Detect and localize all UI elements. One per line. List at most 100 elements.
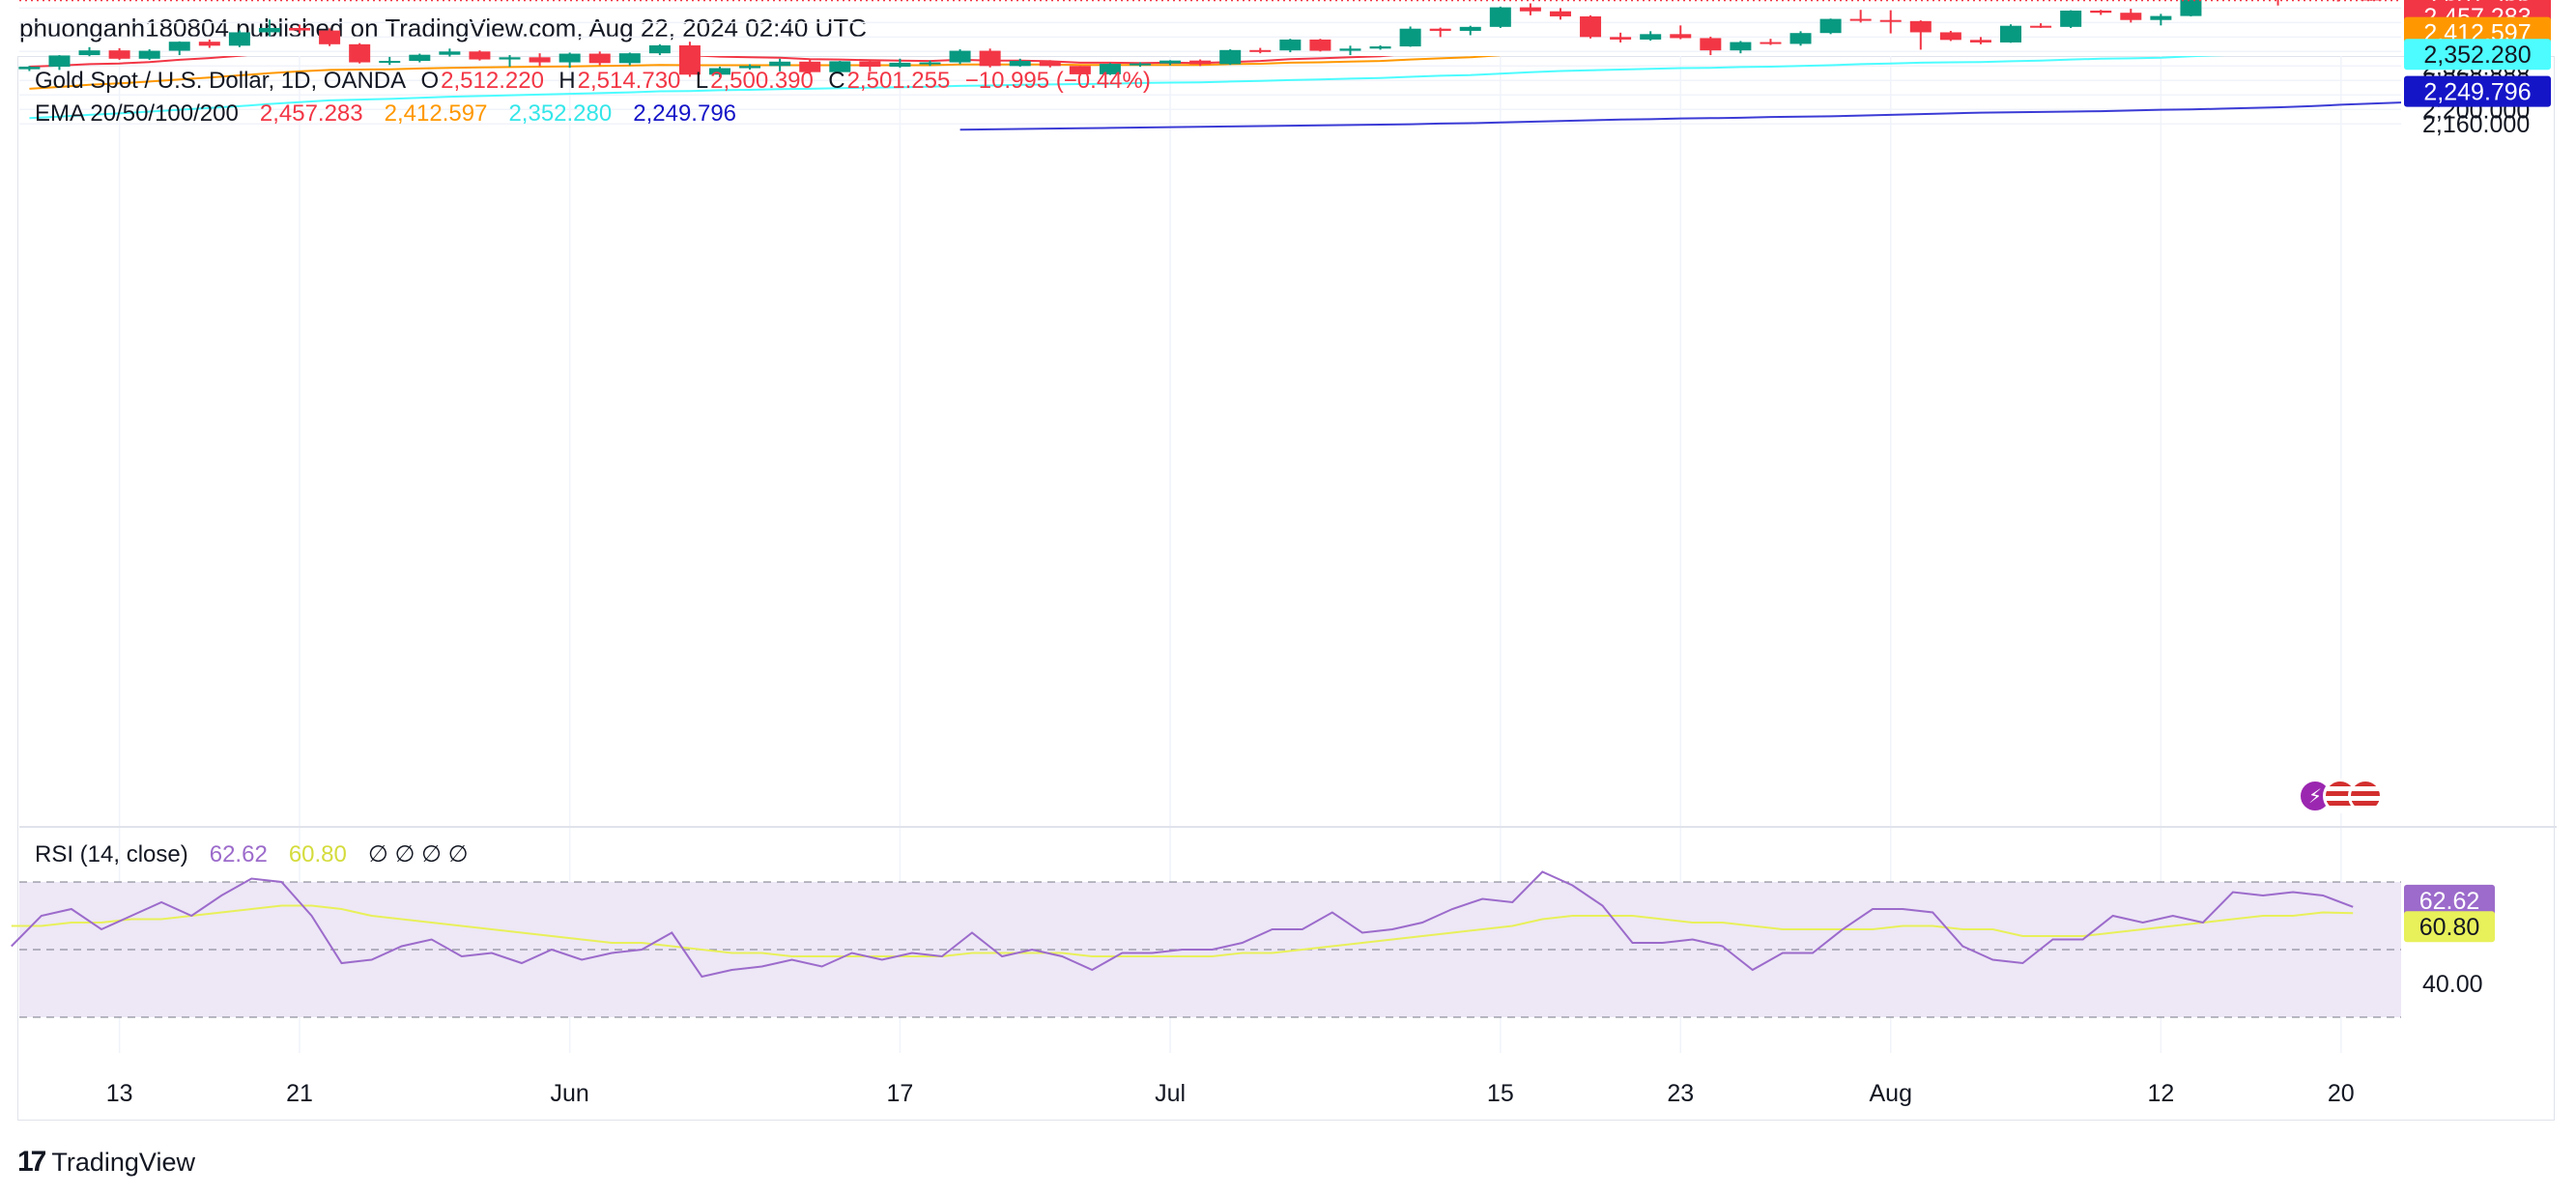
ema100-line: [29, 56, 2225, 120]
time-tick-label: 21: [286, 1080, 313, 1107]
candle-body-up: [829, 61, 851, 72]
candle-body-up: [2150, 15, 2172, 20]
rsi-ma-value-badge-text: 60.80: [2419, 914, 2480, 941]
ema200-badge-text: 2,249.796: [2423, 79, 2531, 106]
candle-body-up: [1219, 49, 1242, 65]
candle-body-up: [1369, 46, 1391, 49]
rsi-legend: RSI (14, close) 62.62 60.80 ∅ ∅ ∅ ∅: [35, 840, 471, 868]
candle-body-up: [2060, 10, 2082, 27]
rsi-value-badge-text: 62.62: [2419, 888, 2480, 915]
rsi-legend-value: 62.62: [209, 841, 268, 867]
rsi-tick-label: 40.00: [2422, 971, 2483, 998]
ema200-value: 2,249.796: [633, 100, 737, 127]
candle-body-down: [1760, 42, 1782, 44]
rsi-line: [11, 870, 2354, 979]
candle-body-down: [319, 30, 341, 44]
rsi-value-badge: [2404, 884, 2495, 916]
time-tick-label: 20: [2328, 1080, 2355, 1107]
ema100-value: 2,352.280: [508, 100, 613, 127]
candle-body-up: [1279, 39, 1302, 51]
candle-body-down: [108, 50, 130, 59]
low-label: L: [695, 68, 709, 94]
candle-body-up: [769, 61, 791, 67]
candle-body-down: [859, 61, 881, 68]
candle-body-down: [979, 50, 1001, 67]
candle-body-up: [919, 62, 941, 65]
open-label: O: [420, 68, 440, 94]
candle-body-up: [558, 53, 581, 63]
candle-body-down: [1939, 32, 1961, 41]
ema200-line: [959, 101, 2401, 131]
chart-grid: [19, 7, 2557, 1053]
candle-body-up: [739, 66, 761, 69]
brand-name: TradingView: [51, 1147, 195, 1177]
candle-body-up: [168, 42, 190, 51]
candle-body-down: [289, 27, 311, 31]
candle-body-down: [2030, 25, 2052, 28]
candle-body-up: [1789, 33, 1812, 44]
candle-body-up: [18, 67, 41, 70]
rsi-label[interactable]: RSI (14, close): [35, 841, 188, 867]
close-label: C: [828, 68, 845, 94]
candle-body-down: [529, 57, 551, 63]
price-tick-label: 2,160.000: [2422, 111, 2530, 138]
candle-body-up: [138, 50, 160, 59]
candle-body-up: [709, 68, 731, 75]
change-value: −10.995 (−0.44%): [964, 68, 1151, 94]
candle-body-down: [2090, 10, 2112, 14]
ema50-value: 2,412.597: [384, 100, 488, 127]
candle-body-up: [258, 27, 280, 33]
rsi-ma-value-badge: [2404, 911, 2495, 943]
candle-body-up: [78, 50, 100, 56]
time-tick-label: 13: [106, 1080, 133, 1107]
open-value: 2,512.220: [441, 68, 544, 94]
time-tick-label: Aug: [1869, 1080, 1911, 1107]
candle-body-down: [469, 51, 491, 60]
candle-body-down: [349, 43, 371, 63]
candle-body-up: [1459, 26, 1481, 31]
chart-frame: [17, 56, 2555, 1121]
candle-body-down: [1519, 7, 1541, 12]
candle-body-up: [1730, 42, 1752, 51]
time-axis: 13 21 Jun 17 Jul 15 23 Aug 12 20: [106, 1080, 2355, 1107]
candle-body-up: [409, 54, 431, 62]
candle-body-up: [2180, 0, 2202, 16]
candle-body-up: [1399, 28, 1421, 47]
symbol-title[interactable]: Gold Spot / U.S. Dollar, 1D, OANDA: [35, 68, 407, 94]
candle-body-up: [1339, 48, 1361, 51]
ema-label[interactable]: EMA 20/50/100/200: [35, 100, 239, 127]
candle-body-up: [48, 55, 71, 68]
rsi-ma-line: [11, 904, 2354, 957]
candle-body-down: [2120, 13, 2142, 20]
candle-body-down: [1849, 18, 1872, 21]
low-value: 2,500.390: [710, 68, 814, 94]
candle-body-down: [1309, 39, 1331, 51]
candle-body-down: [1909, 20, 1932, 33]
candle-body-down: [1069, 66, 1091, 74]
candle-body-down: [1249, 49, 1272, 52]
candle-body-up: [1489, 7, 1511, 27]
close-value: 2,501.255: [846, 68, 951, 94]
time-tick-label: 23: [1667, 1080, 1694, 1107]
time-tick-label: Jul: [1155, 1080, 1186, 1107]
candle-body-up: [499, 57, 521, 60]
high-label: H: [558, 68, 576, 94]
candle-body-down: [1969, 40, 1991, 43]
candle-body-down: [198, 42, 220, 46]
ema100-badge-text: 2,352.280: [2423, 42, 2531, 69]
tradingview-logo[interactable]: 17 TradingView: [17, 1146, 195, 1179]
candle-body-down: [1700, 38, 1722, 51]
rsi-ma-legend-value: 60.80: [288, 841, 347, 867]
candle-body-down: [1580, 15, 1602, 38]
candle-body-up: [1129, 63, 1151, 66]
candle-body-down: [1879, 19, 1902, 22]
candle-body-down: [1610, 37, 1632, 40]
candle-body-down: [1189, 60, 1212, 65]
ema-legend: EMA 20/50/100/200 2,457.283 2,412.597 2,…: [35, 100, 738, 128]
candle-body-down: [588, 53, 611, 64]
event-badges[interactable]: ⚡: [2298, 779, 2383, 813]
us-flag-icon[interactable]: [2348, 779, 2383, 813]
candle-body-up: [889, 62, 911, 68]
